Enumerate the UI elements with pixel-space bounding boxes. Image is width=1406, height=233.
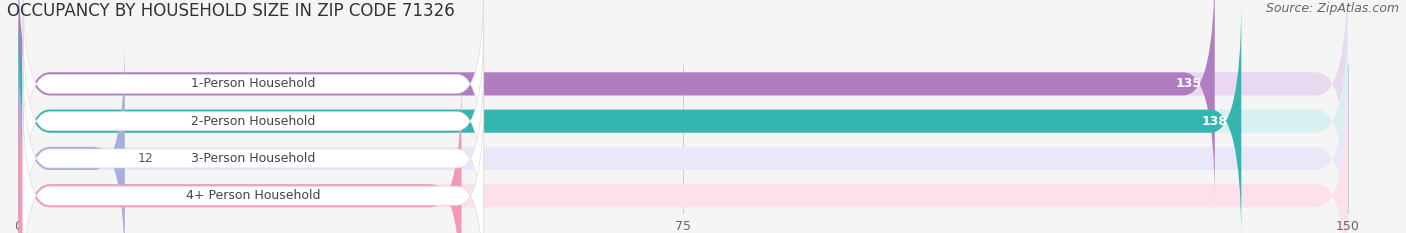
Text: OCCUPANCY BY HOUSEHOLD SIZE IN ZIP CODE 71326: OCCUPANCY BY HOUSEHOLD SIZE IN ZIP CODE … [7,2,454,20]
FancyBboxPatch shape [18,0,1347,203]
FancyBboxPatch shape [22,56,484,233]
FancyBboxPatch shape [22,93,484,233]
FancyBboxPatch shape [18,77,461,233]
Text: 3-Person Household: 3-Person Household [191,152,315,165]
FancyBboxPatch shape [18,40,125,233]
FancyBboxPatch shape [18,2,1347,233]
Text: 2-Person Household: 2-Person Household [191,115,315,128]
FancyBboxPatch shape [22,19,484,223]
FancyBboxPatch shape [18,77,1347,233]
Text: 135: 135 [1175,77,1202,90]
FancyBboxPatch shape [18,2,1241,233]
Text: 12: 12 [138,152,153,165]
FancyBboxPatch shape [18,40,1347,233]
Text: 4+ Person Household: 4+ Person Household [186,189,321,202]
Text: 138: 138 [1202,115,1227,128]
Text: 50: 50 [430,189,449,202]
FancyBboxPatch shape [18,0,1215,203]
Text: 1-Person Household: 1-Person Household [191,77,315,90]
Text: Source: ZipAtlas.com: Source: ZipAtlas.com [1265,2,1399,15]
FancyBboxPatch shape [22,0,484,186]
